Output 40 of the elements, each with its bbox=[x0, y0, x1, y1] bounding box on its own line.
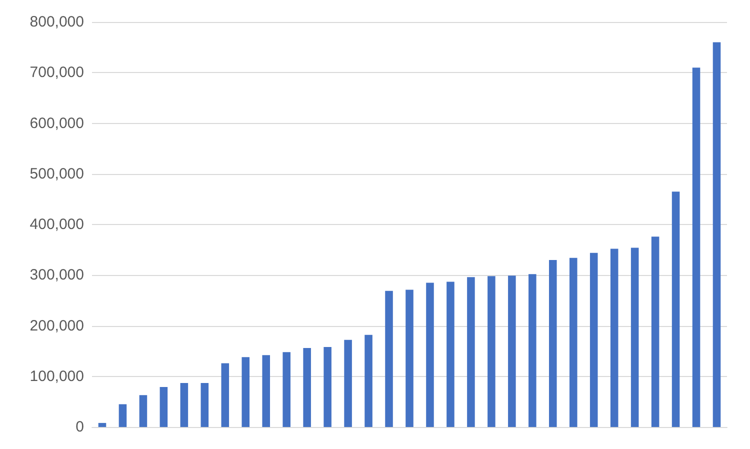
bar bbox=[242, 357, 250, 427]
bar bbox=[385, 290, 393, 427]
y-tick-label: 600,000 bbox=[30, 114, 84, 132]
y-tick-label: 100,000 bbox=[30, 368, 84, 385]
y-tick-label: 400,000 bbox=[30, 216, 84, 233]
bar bbox=[488, 276, 496, 427]
bar bbox=[324, 347, 332, 427]
bar bbox=[508, 276, 516, 427]
bar bbox=[200, 382, 209, 427]
bar bbox=[160, 387, 168, 427]
bar bbox=[467, 277, 475, 427]
y-tick-label: 300,000 bbox=[30, 266, 84, 284]
bar bbox=[180, 382, 188, 427]
bar bbox=[221, 363, 230, 427]
bar bbox=[630, 248, 639, 427]
bar bbox=[344, 340, 352, 427]
y-tick-label: 200,000 bbox=[30, 317, 84, 334]
bar bbox=[364, 334, 372, 427]
bar bbox=[590, 252, 598, 427]
bar bbox=[569, 258, 578, 427]
y-tick-label: 500,000 bbox=[30, 165, 84, 182]
bar bbox=[139, 395, 148, 427]
bar bbox=[303, 348, 311, 427]
bar bbox=[406, 290, 414, 427]
bar bbox=[446, 282, 454, 427]
y-tick-label: 800,000 bbox=[30, 14, 84, 30]
y-tick-label: 700,000 bbox=[30, 64, 84, 82]
bar bbox=[548, 260, 557, 427]
bar bbox=[282, 352, 290, 427]
bar bbox=[610, 248, 618, 427]
bar bbox=[118, 404, 127, 427]
bar bbox=[262, 355, 270, 427]
bar bbox=[98, 422, 106, 427]
bar bbox=[528, 274, 536, 427]
bar bbox=[712, 42, 721, 427]
bar bbox=[692, 68, 700, 427]
bar bbox=[426, 282, 434, 427]
y-tick-label: 0 bbox=[76, 418, 84, 436]
bar bbox=[672, 192, 680, 427]
bar bbox=[651, 236, 660, 427]
